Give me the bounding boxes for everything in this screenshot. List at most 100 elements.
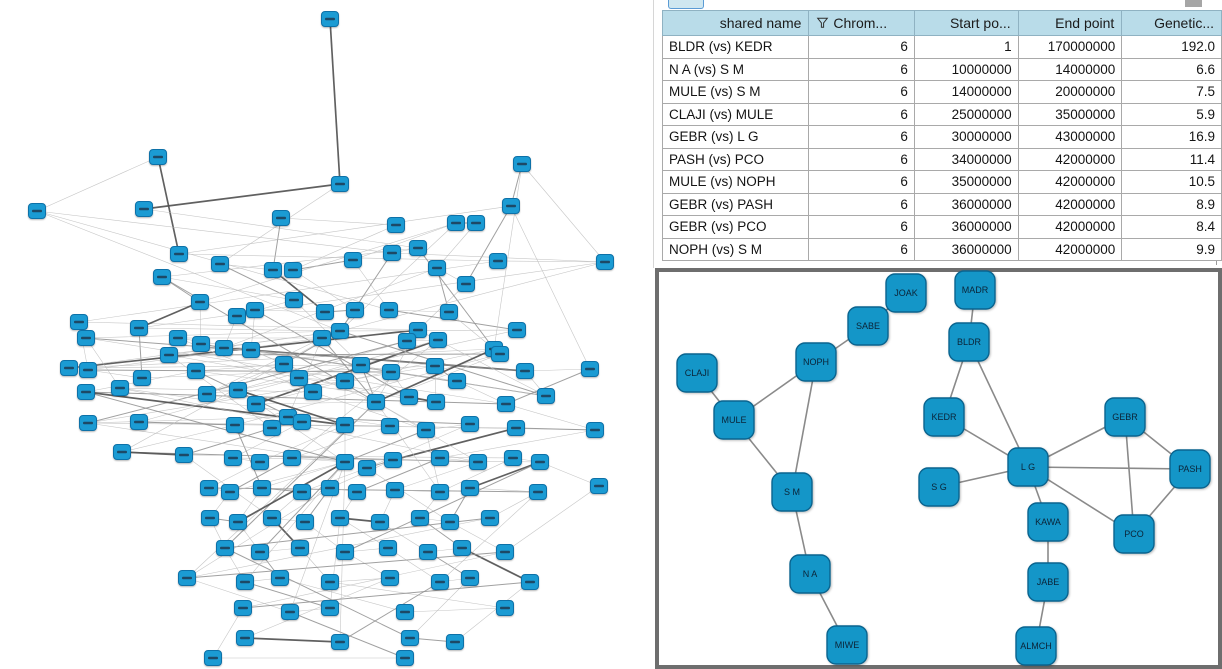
table-cell[interactable]: 14000000: [1017, 57, 1123, 81]
table-cell[interactable]: 170000000: [1017, 35, 1123, 59]
table-cell[interactable]: GEBR (vs) PCO: [661, 215, 810, 239]
table-cell[interactable]: GEBR (vs) L G: [661, 125, 810, 149]
table-cell[interactable]: 35000000: [913, 170, 1019, 194]
network-node[interactable]: [380, 302, 398, 318]
network-node[interactable]: [401, 630, 419, 646]
node-CLAJI[interactable]: CLAJI: [676, 353, 718, 393]
table-cell[interactable]: 6: [808, 192, 915, 216]
table-row[interactable]: GEBR (vs) PCO 6 36000000 42000000 8.4: [661, 215, 1222, 239]
network-node[interactable]: [321, 574, 339, 590]
table-cell[interactable]: 192.0: [1121, 35, 1222, 59]
table-cell[interactable]: 36000000: [913, 237, 1019, 261]
table-cell[interactable]: 14000000: [913, 80, 1019, 104]
table-cell[interactable]: 43000000: [1017, 125, 1123, 149]
table-row[interactable]: NOPH (vs) S M 6 36000000 42000000 9.9: [661, 237, 1222, 261]
network-node[interactable]: [79, 362, 97, 378]
network-edge-NOPH-S M[interactable]: [791, 361, 817, 493]
network-node[interactable]: [130, 320, 148, 336]
scrollbar-thumb-stub[interactable]: [1185, 0, 1202, 7]
table-cell[interactable]: 11.4: [1121, 147, 1222, 171]
table-row[interactable]: MULE (vs) S M 6 14000000 20000000 7.5: [661, 80, 1222, 104]
network-node[interactable]: [446, 634, 464, 650]
network-node[interactable]: [321, 600, 339, 616]
node-KAWA[interactable]: KAWA: [1027, 502, 1069, 542]
network-node[interactable]: [336, 373, 354, 389]
network-node[interactable]: [396, 650, 414, 666]
table-row[interactable]: N A (vs) S M 6 10000000 14000000 6.6: [661, 57, 1222, 81]
network-node[interactable]: [226, 417, 244, 433]
network-node[interactable]: [461, 480, 479, 496]
network-node[interactable]: [178, 570, 196, 586]
network-node[interactable]: [426, 358, 444, 374]
network-node[interactable]: [149, 149, 167, 165]
node-S G[interactable]: S G: [918, 467, 960, 507]
network-node[interactable]: [371, 514, 389, 530]
overview-network-panel[interactable]: [0, 0, 655, 669]
node-N A[interactable]: N A: [789, 554, 831, 594]
table-cell[interactable]: 42000000: [1017, 237, 1123, 261]
network-node[interactable]: [77, 330, 95, 346]
table-cell[interactable]: 6: [808, 57, 915, 81]
network-node[interactable]: [387, 217, 405, 233]
network-node[interactable]: [285, 292, 303, 308]
network-node[interactable]: [398, 333, 416, 349]
table-cell[interactable]: 10.5: [1121, 170, 1222, 194]
column-header-3[interactable]: End point: [1017, 10, 1123, 36]
network-node[interactable]: [419, 544, 437, 560]
network-node[interactable]: [291, 540, 309, 556]
network-node[interactable]: [331, 510, 349, 526]
table-cell[interactable]: 16.9: [1121, 125, 1222, 149]
network-node[interactable]: [382, 364, 400, 380]
network-node[interactable]: [187, 363, 205, 379]
network-node[interactable]: [275, 356, 293, 372]
table-row[interactable]: GEBR (vs) PASH 6 36000000 42000000 8.9: [661, 192, 1222, 216]
network-node[interactable]: [428, 260, 446, 276]
table-row[interactable]: GEBR (vs) L G 6 30000000 43000000 16.9: [661, 125, 1222, 149]
network-node[interactable]: [409, 240, 427, 256]
node-KEDR[interactable]: KEDR: [923, 397, 965, 437]
network-node[interactable]: [348, 484, 366, 500]
network-node[interactable]: [130, 414, 148, 430]
node-L G[interactable]: L G: [1007, 447, 1049, 487]
network-node[interactable]: [283, 450, 301, 466]
network-node[interactable]: [229, 514, 247, 530]
node-MIWE[interactable]: MIWE: [826, 625, 868, 665]
network-node[interactable]: [497, 396, 515, 412]
network-node[interactable]: [216, 540, 234, 556]
network-node[interactable]: [296, 514, 314, 530]
network-node[interactable]: [504, 450, 522, 466]
table-cell[interactable]: MULE (vs) NOPH: [661, 170, 810, 194]
network-node[interactable]: [596, 254, 614, 270]
network-node[interactable]: [383, 245, 401, 261]
table-cell[interactable]: NOPH (vs) S M: [661, 237, 810, 261]
network-node[interactable]: [469, 454, 487, 470]
network-node[interactable]: [531, 454, 549, 470]
network-node[interactable]: [224, 450, 242, 466]
network-node[interactable]: [246, 302, 264, 318]
network-node[interactable]: [367, 394, 385, 410]
table-cell[interactable]: 20000000: [1017, 80, 1123, 104]
network-node[interactable]: [431, 450, 449, 466]
table-cell[interactable]: PASH (vs) PCO: [661, 147, 810, 171]
network-node[interactable]: [263, 420, 281, 436]
network-node[interactable]: [234, 600, 252, 616]
network-node[interactable]: [491, 346, 509, 362]
network-node[interactable]: [153, 269, 171, 285]
network-node[interactable]: [215, 340, 233, 356]
table-cell[interactable]: 34000000: [913, 147, 1019, 171]
node-SABE[interactable]: SABE: [847, 306, 889, 346]
network-node[interactable]: [336, 454, 354, 470]
network-node[interactable]: [336, 417, 354, 433]
overview-network-canvas[interactable]: [0, 0, 655, 669]
network-node[interactable]: [586, 422, 604, 438]
network-node[interactable]: [77, 384, 95, 400]
network-node[interactable]: [192, 336, 210, 352]
network-node[interactable]: [263, 510, 281, 526]
table-cell[interactable]: N A (vs) S M: [661, 57, 810, 81]
column-header-2[interactable]: Start po...: [913, 10, 1019, 36]
network-node[interactable]: [427, 394, 445, 410]
network-node[interactable]: [489, 253, 507, 269]
network-node[interactable]: [251, 454, 269, 470]
network-node[interactable]: [133, 370, 151, 386]
network-node[interactable]: [352, 357, 370, 373]
